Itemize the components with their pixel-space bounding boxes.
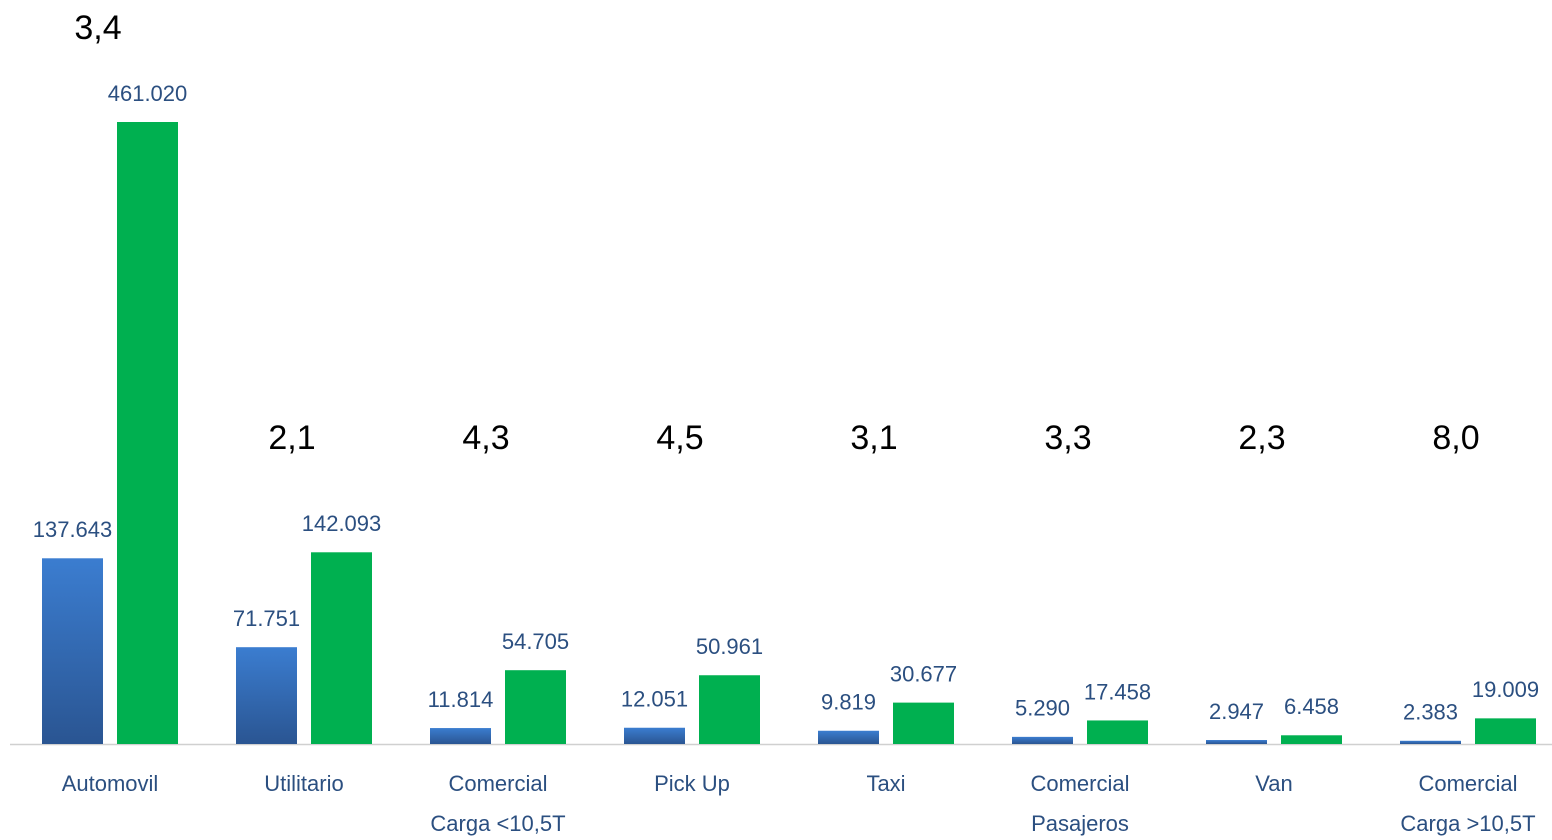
- value-label: 17.458: [1084, 679, 1151, 704]
- bar: [311, 552, 372, 744]
- ratio-annotation: 4,3: [462, 419, 509, 457]
- bar: [42, 558, 103, 744]
- bar: [893, 702, 954, 744]
- ratio-annotation: 3,1: [850, 419, 897, 457]
- bar: [1281, 735, 1342, 744]
- x-tick-label-line: Pasajeros: [1031, 811, 1129, 836]
- x-tick-label-line: Comercial: [1030, 771, 1129, 796]
- ratio-annotation: 3,4: [74, 9, 121, 47]
- value-label: 12.051: [621, 687, 688, 712]
- value-label: 6.458: [1284, 694, 1339, 719]
- bar: [1206, 740, 1267, 744]
- value-label: 54.705: [502, 629, 569, 654]
- x-tick-label: Comercial Pasajeros: [1030, 771, 1129, 836]
- x-tick-label: Comercial Carga <10,5T: [430, 771, 565, 836]
- bar: [1400, 740, 1461, 744]
- value-label: 50.961: [696, 634, 763, 659]
- bar: [236, 647, 297, 744]
- x-tick-label: Van: [1255, 771, 1293, 796]
- bar: [1012, 736, 1073, 744]
- ratio-annotation: 8,0: [1432, 419, 1479, 457]
- bar: [699, 675, 760, 744]
- bar: [624, 727, 685, 744]
- value-label: 19.009: [1472, 677, 1539, 702]
- value-label: 2.383: [1403, 700, 1458, 725]
- bar: [1475, 718, 1536, 744]
- value-label: 137.643: [33, 517, 113, 542]
- x-tick-label: Automovil: [62, 771, 159, 796]
- value-label: 71.751: [233, 606, 300, 631]
- value-label: 461.020: [108, 81, 188, 106]
- x-tick-label-line: Comercial: [448, 771, 547, 796]
- ratio-annotation: 2,1: [268, 419, 315, 457]
- bar: [117, 122, 178, 744]
- bar: [1087, 720, 1148, 744]
- x-tick-label: Taxi: [866, 771, 905, 796]
- bar: [818, 730, 879, 744]
- x-tick-label: Comercial Carga >10,5T: [1400, 771, 1535, 836]
- ratio-annotation: 4,5: [656, 419, 703, 457]
- value-label: 2.947: [1209, 699, 1264, 724]
- ratio-annotation: 3,3: [1044, 419, 1091, 457]
- bar: [505, 670, 566, 744]
- x-tick-label-line: Carga >10,5T: [1400, 811, 1535, 836]
- value-label: 11.814: [428, 687, 494, 712]
- bar: [430, 728, 491, 744]
- value-label: 9.819: [821, 690, 876, 715]
- x-tick-label: Pick Up: [654, 771, 730, 796]
- x-tick-label: Utilitario: [264, 771, 343, 796]
- value-label: 5.290: [1015, 696, 1070, 721]
- ratio-annotation: 2,3: [1238, 419, 1285, 457]
- x-tick-label-line: Carga <10,5T: [430, 811, 565, 836]
- x-tick-label-line: Comercial: [1418, 771, 1517, 796]
- value-label: 142.093: [302, 511, 382, 536]
- value-label: 30.677: [890, 661, 957, 686]
